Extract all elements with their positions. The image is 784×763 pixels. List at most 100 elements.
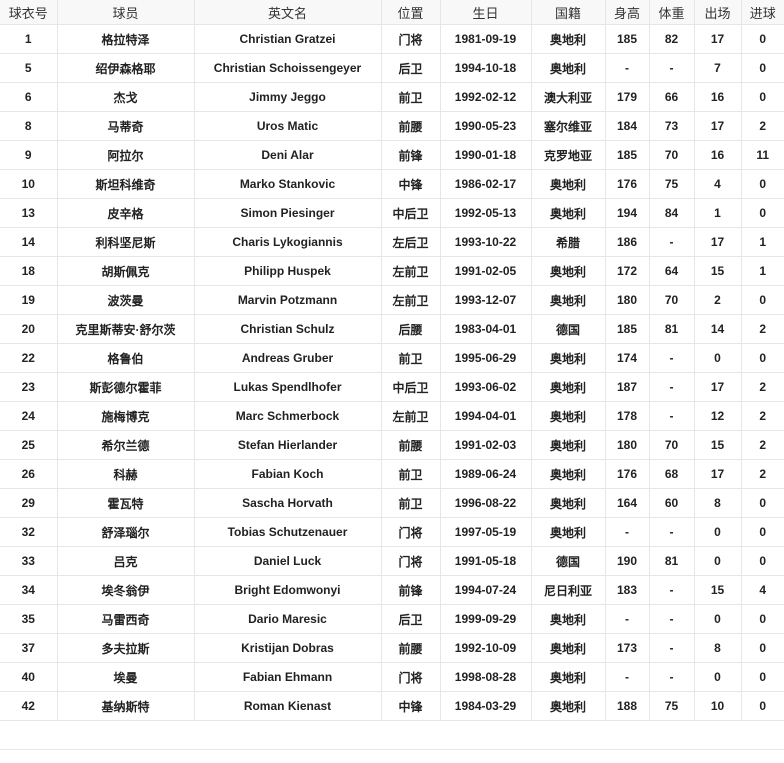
cell-birthday: 1998-08-28 [439,662,532,692]
cell-position: 前锋 [380,140,441,170]
cell-english-name: Roman Kienast [193,691,382,721]
cell-goals: 2 [740,459,784,489]
cell-height: - [604,53,650,83]
cell-appearances: 8 [693,488,742,518]
cell-appearances: 0 [693,546,742,576]
cell-english-name: Christian Schoissengeyer [193,53,382,83]
cell-goals: 0 [740,691,784,721]
cell-weight: 82 [648,24,695,54]
cell-height: - [604,604,650,634]
table-row: 23 斯彭德尔霍菲 Lukas Spendlhofer 中后卫 1993-06-02 奥地… [0,372,784,402]
table-row: 18 胡斯佩克 Philipp Huspek 左前卫 1991-02-05 奥地利 172 6… [0,256,784,286]
cell-birthday: 1990-05-23 [439,111,532,141]
cell-player: 埃曼 [56,662,195,692]
cell-position: 前腰 [380,430,441,460]
cell-english-name: Fabian Ehmann [193,662,382,692]
column-header-number[interactable]: 球衣号 [0,0,58,25]
cell-number: 34 [0,575,58,605]
cell-birthday: 1999-09-29 [439,604,532,634]
cell-number: 35 [0,604,58,634]
cell-appearances: 17 [693,24,742,54]
cell-player: 胡斯佩克 [56,256,195,286]
cell-number: 40 [0,662,58,692]
cell-number: 13 [0,198,58,228]
cell-appearances: 0 [693,343,742,373]
cell-birthday: 1996-08-22 [439,488,532,518]
cell-goals: 0 [740,198,784,228]
cell-nationality: 塞尔维亚 [530,111,606,141]
cell-player: 克里斯蒂安·舒尔茨 [56,314,195,344]
cell-appearances: 4 [693,169,742,199]
column-header-goals[interactable]: 进球 [740,0,784,25]
cell-player: 希尔兰德 [56,430,195,460]
cell-position: 前卫 [380,343,441,373]
cell-position: 前锋 [380,575,441,605]
table-row: 13 皮辛格 Simon Piesinger 中后卫 1992-05-13 奥地利 194 8… [0,198,784,228]
cell-player: 霍瓦特 [56,488,195,518]
cell-player: 斯彭德尔霍菲 [56,372,195,402]
column-header-height[interactable]: 身高 [604,0,650,25]
cell-english-name: Andreas Gruber [193,343,382,373]
cell-appearances: 0 [693,662,742,692]
cell-appearances: 8 [693,633,742,663]
cell-goals: 0 [740,662,784,692]
cell-weight: 75 [648,169,695,199]
table-row: 37 多夫拉斯 Kristijan Dobras 前腰 1992-10-09 奥地利 173… [0,633,784,663]
cell-birthday: 1991-05-18 [439,546,532,576]
cell-goals: 0 [740,24,784,54]
cell-weight: - [648,372,695,402]
cell-birthday: 1989-06-24 [439,459,532,489]
column-header-player[interactable]: 球员 [56,0,195,25]
table-row: 42 基纳斯特 Roman Kienast 中锋 1984-03-29 奥地利 188 75 1… [0,691,784,721]
cell-english-name: Philipp Huspek [193,256,382,286]
column-header-birthday[interactable]: 生日 [439,0,532,25]
cell-nationality: 奥地利 [530,372,606,402]
cell-appearances: 16 [693,82,742,112]
cell-birthday: 1995-06-29 [439,343,532,373]
cell-english-name: Fabian Koch [193,459,382,489]
column-header-nationality[interactable]: 国籍 [530,0,606,25]
cell-number: 8 [0,111,58,141]
cell-appearances: 17 [693,459,742,489]
cell-goals: 0 [740,285,784,315]
cell-height: - [604,662,650,692]
cell-weight: - [648,575,695,605]
cell-player: 马蒂奇 [56,111,195,141]
cell-player: 埃冬翁伊 [56,575,195,605]
cell-nationality: 奥地利 [530,430,606,460]
cell-nationality: 奥地利 [530,285,606,315]
column-header-appearances[interactable]: 出场 [693,0,742,25]
cell-nationality: 奥地利 [530,604,606,634]
cell-english-name: Sascha Horvath [193,488,382,518]
cell-birthday: 1992-05-13 [439,198,532,228]
cell-appearances: 2 [693,285,742,315]
table-row: 32 舒泽瑙尔 Tobias Schutzenauer 门将 1997-05-19 奥地利… [0,517,784,547]
column-header-english-name[interactable]: 英文名 [193,0,382,25]
cell-player: 利科坚尼斯 [56,227,195,257]
cell-weight: - [648,604,695,634]
cell-height: 185 [604,140,650,170]
cell-number: 5 [0,53,58,83]
cell-english-name: Marko Stankovic [193,169,382,199]
cell-nationality: 奥地利 [530,256,606,286]
cell-appearances: 17 [693,372,742,402]
cell-weight: 84 [648,198,695,228]
column-header-weight[interactable]: 体重 [648,0,695,25]
cell-number: 9 [0,140,58,170]
cell-goals: 2 [740,430,784,460]
cell-appearances: 15 [693,575,742,605]
cell-english-name: Lukas Spendlhofer [193,372,382,402]
cell-height: 188 [604,691,650,721]
cell-height: 164 [604,488,650,518]
cell-position: 门将 [380,546,441,576]
cell-birthday: 1994-04-01 [439,401,532,431]
table-row: 19 波茨曼 Marvin Potzmann 左前卫 1993-12-07 奥地利 180 7… [0,285,784,315]
column-header-position[interactable]: 位置 [380,0,441,25]
cell-nationality: 德国 [530,314,606,344]
cell-number: 29 [0,488,58,518]
cell-player: 基纳斯特 [56,691,195,721]
cell-nationality: 奥地利 [530,53,606,83]
cell-weight: 75 [648,691,695,721]
cell-birthday: 1993-06-02 [439,372,532,402]
cell-position: 中锋 [380,691,441,721]
